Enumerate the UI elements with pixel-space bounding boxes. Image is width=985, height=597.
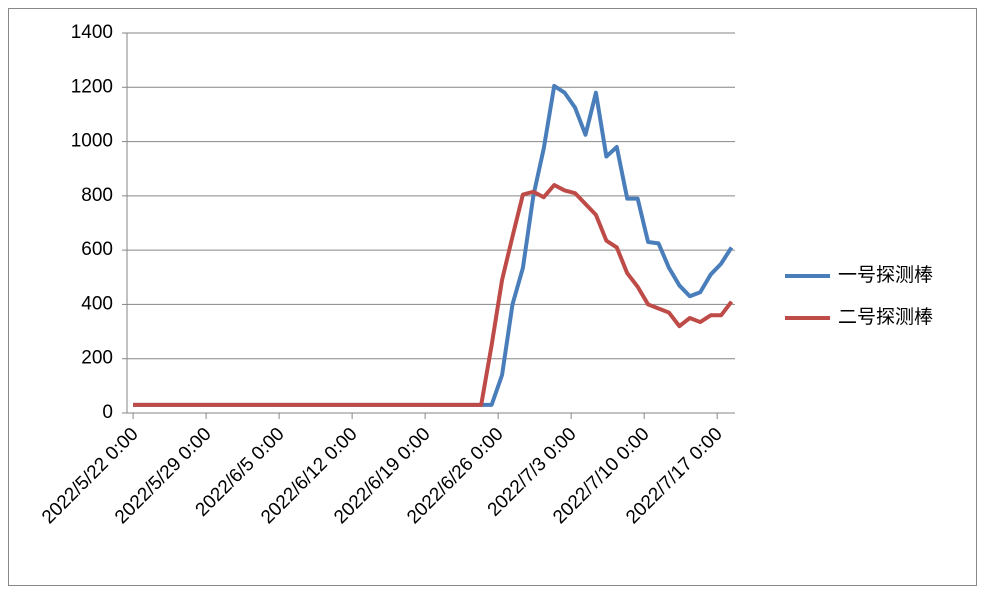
y-tick-label: 800 bbox=[81, 185, 113, 206]
series-line bbox=[133, 83, 734, 407]
y-tick-label: 1200 bbox=[71, 76, 113, 97]
chart-border bbox=[8, 8, 977, 586]
y-tick-label: 600 bbox=[81, 239, 113, 260]
legend-label: 一号探测棒 bbox=[838, 264, 933, 286]
series-line bbox=[133, 183, 734, 407]
y-tick-label: 1000 bbox=[71, 131, 113, 152]
y-tick-label: 0 bbox=[102, 402, 113, 423]
y-tick-label: 1400 bbox=[71, 22, 113, 43]
y-tick-label: 200 bbox=[81, 348, 113, 369]
legend-label: 二号探测棒 bbox=[838, 306, 933, 328]
y-tick-label: 400 bbox=[81, 293, 113, 314]
